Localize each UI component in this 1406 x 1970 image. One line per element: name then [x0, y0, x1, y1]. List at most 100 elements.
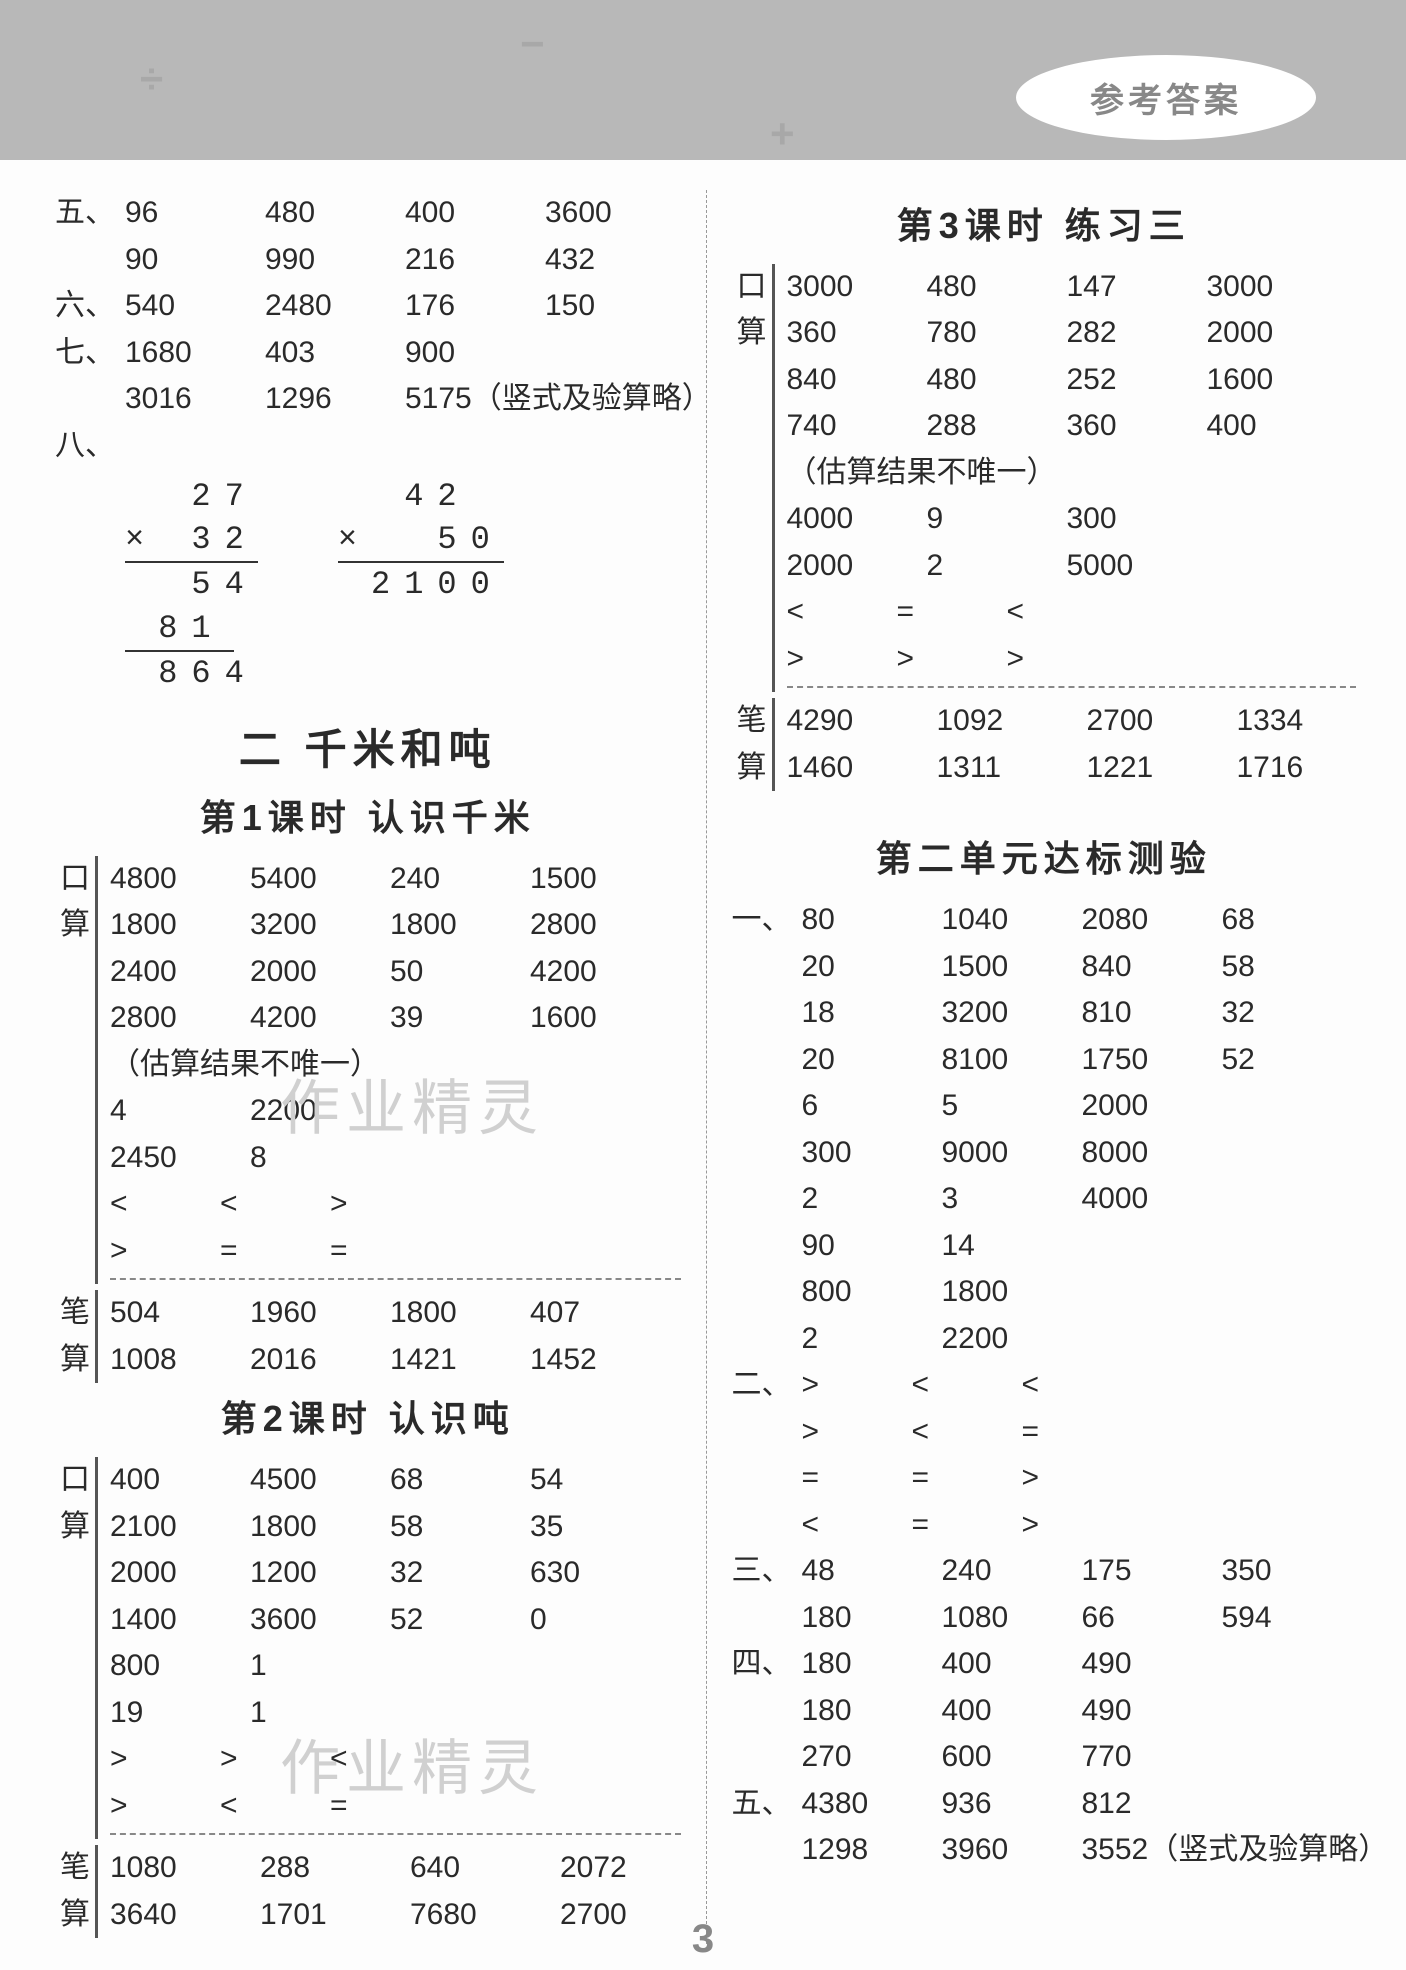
cell: = — [912, 1502, 1022, 1549]
page-number: 3 — [692, 1917, 714, 1962]
cell: 8100 — [942, 1037, 1082, 1084]
cell: 2000 — [1207, 310, 1347, 357]
cell: 20 — [802, 1037, 942, 1084]
unit2-title: 二 千米和吨 — [55, 717, 681, 782]
calc-line: × 50 — [338, 518, 504, 561]
label-char: 算 — [60, 1337, 90, 1384]
lesson2-bi: 笔 算 1080 288 640 2072 3640 1701 7680 270… — [55, 1845, 681, 1938]
cell: 4200 — [530, 949, 670, 996]
cell: 2 — [802, 1176, 942, 1223]
cell: 3552（竖式及验算略） — [1082, 1827, 1389, 1874]
cell: 1800 — [390, 902, 530, 949]
cell: 5 — [942, 1083, 1082, 1130]
cell: 3600 — [250, 1597, 390, 1644]
cell: 800 — [802, 1269, 942, 1316]
label-char: 口 — [737, 264, 767, 311]
cell: 360 — [1067, 403, 1207, 450]
test-five: 五、 4380 936 812 — [732, 1781, 1357, 1828]
cell: 1092 — [937, 698, 1087, 745]
label-char: 算 — [737, 745, 767, 792]
label-char: 笔 — [737, 698, 767, 745]
cell: 1080 — [110, 1845, 260, 1892]
cell: 2700 — [1087, 698, 1237, 745]
cell: 2000 — [250, 949, 390, 996]
cell: 2450 — [110, 1135, 250, 1182]
cell: 2 — [802, 1316, 942, 1363]
cell: 9000 — [942, 1130, 1082, 1177]
cell: 5400 — [250, 856, 390, 903]
label-four: 四、 — [732, 1641, 802, 1688]
cell: 4000 — [787, 496, 927, 543]
cell: 3 — [942, 1176, 1082, 1223]
calc-27x32: 27 × 32 54 81 864 — [125, 475, 258, 695]
cell: < — [1007, 589, 1117, 636]
calc-line: 27 — [125, 475, 258, 518]
cell: 480 — [927, 357, 1067, 404]
calc-line: 42 — [338, 475, 504, 518]
cell: 1400 — [110, 1597, 250, 1644]
cell: 1750 — [1082, 1037, 1222, 1084]
cell: 80 — [802, 897, 942, 944]
cell: 240 — [390, 856, 530, 903]
cell: 1296 — [265, 376, 405, 423]
cell: 780 — [927, 310, 1067, 357]
cell: 1 — [250, 1690, 390, 1737]
cell: > — [1007, 636, 1117, 683]
cell: 288 — [927, 403, 1067, 450]
cell: 175 — [1082, 1548, 1222, 1595]
kou-label: 口 算 — [55, 1457, 95, 1839]
calc-line: × 32 — [125, 518, 258, 561]
cell: 2000 — [1082, 1083, 1222, 1130]
cell: 936 — [942, 1781, 1082, 1828]
cell: > — [330, 1181, 440, 1228]
cell: 3200 — [942, 990, 1082, 1037]
dashed-divider — [787, 686, 1357, 688]
label-six: 六、 — [55, 283, 125, 330]
cell: 840 — [1082, 944, 1222, 991]
cell: 4800 — [110, 856, 250, 903]
label-eight: 八、 — [55, 423, 125, 470]
label-char: 口 — [60, 856, 90, 903]
cell: 50 — [390, 949, 530, 996]
item-five-r2: 90 990 216 432 — [55, 237, 681, 284]
cell: 2000 — [787, 543, 927, 590]
cell: 300 — [1067, 496, 1207, 543]
cell: 96 — [125, 190, 265, 237]
label-char: 笔 — [60, 1290, 90, 1337]
cell: 270 — [802, 1734, 942, 1781]
content: 五、 96 480 400 3600 90 990 216 432 六、 540… — [0, 160, 1406, 1964]
test-one-r1: 一、 80 1040 2080 68 — [732, 897, 1357, 944]
cell: 147 — [1067, 264, 1207, 311]
cell: 3960 — [942, 1827, 1082, 1874]
cell: 90 — [125, 237, 265, 284]
cell: 1221 — [1087, 745, 1237, 792]
cell: 400 — [110, 1457, 250, 1504]
cell: > — [802, 1409, 912, 1456]
lesson3-bi: 笔 算 4290 1092 2700 1334 1460 1311 1221 1… — [732, 698, 1357, 791]
cell: = — [897, 589, 1007, 636]
test-two: 二、 > < < — [732, 1362, 1357, 1409]
cell: 54 — [530, 1457, 670, 1504]
cell: 252 — [1067, 357, 1207, 404]
cell: 58 — [1222, 944, 1362, 991]
label-char: 笔 — [60, 1845, 90, 1892]
cell: 39 — [390, 995, 530, 1042]
cell: 990 — [265, 237, 405, 284]
cell: 3000 — [787, 264, 927, 311]
cell: 1716 — [1237, 745, 1387, 792]
cell: 4000 — [1082, 1176, 1222, 1223]
cell: 7680 — [410, 1892, 560, 1939]
cell: 3600 — [545, 190, 685, 237]
cell: 490 — [1082, 1641, 1222, 1688]
cell: 400 — [942, 1641, 1082, 1688]
label-char: 算 — [60, 1504, 90, 1551]
cell: 6 — [802, 1083, 942, 1130]
cell: 19 — [110, 1690, 250, 1737]
cell: 240 — [942, 1548, 1082, 1595]
unit2-test-title: 第二单元达标测验 — [732, 831, 1357, 887]
cell: 1800 — [110, 902, 250, 949]
cell: 812 — [1082, 1781, 1222, 1828]
cell: 1600 — [1207, 357, 1347, 404]
cell: 600 — [942, 1734, 1082, 1781]
calc-line: 864 — [125, 652, 258, 695]
